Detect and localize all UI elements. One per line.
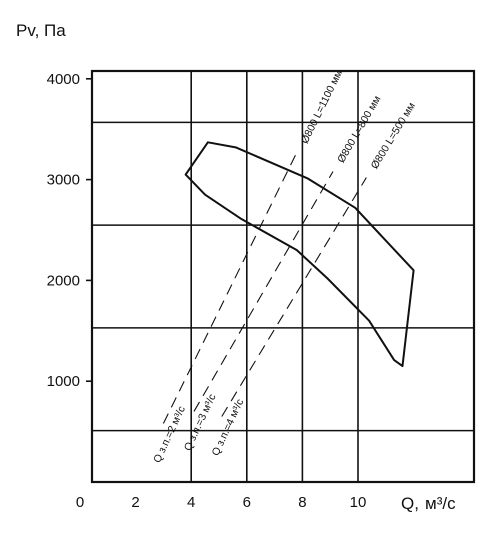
operating-envelope bbox=[184, 141, 415, 368]
x-tick-label-4: 4 bbox=[187, 494, 195, 511]
x-tick-label-6: 6 bbox=[243, 494, 251, 511]
y-tick-label-2000: 2000 bbox=[47, 272, 80, 289]
x-axis-label-unit: м³/с bbox=[425, 494, 456, 513]
duct-line-label-1: Ø800 L=1100 мм bbox=[299, 68, 345, 146]
tick-labels: 0 2 4 6 8 10 1000 2000 3000 4000 bbox=[47, 71, 367, 511]
y-tick-label-1000: 1000 bbox=[47, 373, 80, 390]
flow-label-3: Q з.п.=4 м³/с bbox=[210, 397, 247, 458]
flow-label-1: Q з.п.=2 м³/с bbox=[151, 404, 188, 465]
x-tick-label-10: 10 bbox=[350, 494, 367, 511]
plot-frame bbox=[90, 69, 476, 484]
y-axis-label: Pv, Па bbox=[16, 21, 66, 40]
y-tick-label-4000: 4000 bbox=[47, 71, 80, 88]
x-tick-label-8: 8 bbox=[298, 494, 306, 511]
duct-line-1 bbox=[162, 152, 298, 424]
duct-line-3 bbox=[221, 177, 367, 417]
x-tick-label-0: 0 bbox=[76, 494, 84, 511]
x-axis-label-prefix: Q, bbox=[401, 494, 419, 513]
y-tick-label-3000: 3000 bbox=[47, 172, 80, 189]
grid-layer bbox=[86, 71, 474, 482]
x-tick-label-2: 2 bbox=[131, 494, 139, 511]
duct-line-2 bbox=[193, 171, 334, 412]
